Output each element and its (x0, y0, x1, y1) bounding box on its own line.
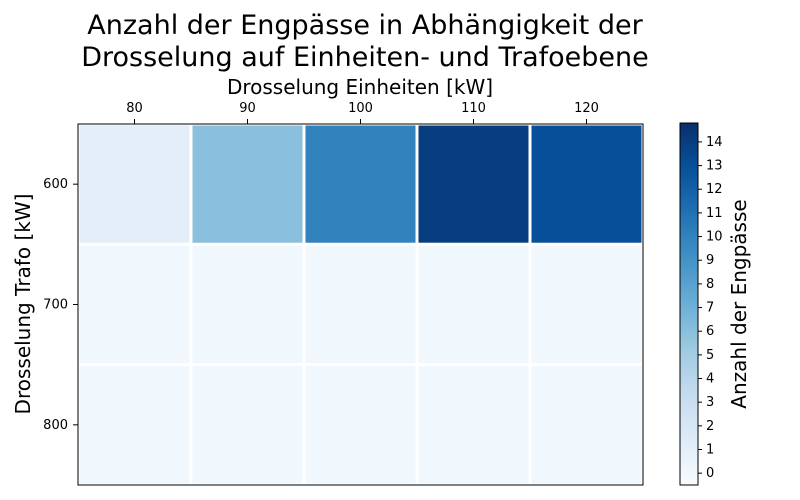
chart-title-line1: Anzahl der Engpässe in Abhängigkeit der (87, 10, 643, 41)
y-tick-label: 800 (43, 418, 68, 433)
y-tick-label: 700 (43, 298, 68, 313)
heatmap-cell (76, 122, 193, 246)
colorbar-tick-label: 12 (706, 182, 723, 197)
colorbar-tick-label: 3 (706, 395, 714, 410)
x-tick-label: 90 (239, 101, 256, 116)
y-tick-label: 600 (43, 177, 68, 192)
colorbar-tick-label: 7 (706, 301, 714, 316)
heatmap-cell (76, 242, 193, 367)
colorbar-tick-label: 4 (706, 372, 714, 387)
heatmap-cell (189, 363, 306, 487)
heatmap-cell (302, 122, 419, 246)
colorbar-tick-label: 14 (706, 135, 723, 150)
heatmap-cell (415, 122, 532, 246)
colorbar-tick-label: 2 (706, 419, 714, 434)
colorbar-tick-label: 0 (706, 466, 714, 481)
y-axis-ticks: 600 700 800 (43, 177, 78, 433)
heatmap-cells (76, 122, 645, 487)
colorbar-tick-label: 5 (706, 348, 714, 363)
heatmap-cell (76, 363, 193, 487)
x-tick-label: 100 (348, 101, 373, 116)
colorbar-tick-label: 8 (706, 277, 714, 292)
colorbar-tick-label: 1 (706, 443, 714, 458)
heatmap-cell (528, 363, 645, 487)
y-axis-label: Drosselung Trafo [kW] (11, 194, 35, 415)
colorbar-tick-label: 13 (706, 159, 723, 174)
colorbar-tick-label: 9 (706, 253, 714, 268)
heatmap-cell (189, 122, 306, 246)
heatmap-cell (415, 363, 532, 487)
colorbar-tick-label: 10 (706, 230, 723, 245)
x-tick-label: 80 (126, 101, 143, 116)
heatmap-cell (302, 363, 419, 487)
heatmap-cell (528, 122, 645, 246)
heatmap-cell (302, 242, 419, 367)
heatmap-cell (528, 242, 645, 367)
colorbar-tick-label: 6 (706, 324, 714, 339)
chart-title: Anzahl der Engpässe in Abhängigkeit der … (0, 10, 730, 74)
colorbar-label: Anzahl der Engpässe (727, 199, 751, 408)
x-axis-ticks: 80 90 100 110 120 (126, 101, 599, 124)
heatmap-cell (189, 242, 306, 367)
colorbar-gradient (679, 122, 699, 486)
heatmap-cell (415, 242, 532, 367)
x-tick-label: 120 (574, 101, 599, 116)
x-tick-label: 110 (461, 101, 486, 116)
chart-title-line2: Drosselung auf Einheiten- und Trafoebene (81, 42, 649, 73)
colorbar-tick-label: 11 (706, 206, 723, 221)
x-axis-label: Drosselung Einheiten [kW] (227, 75, 493, 99)
